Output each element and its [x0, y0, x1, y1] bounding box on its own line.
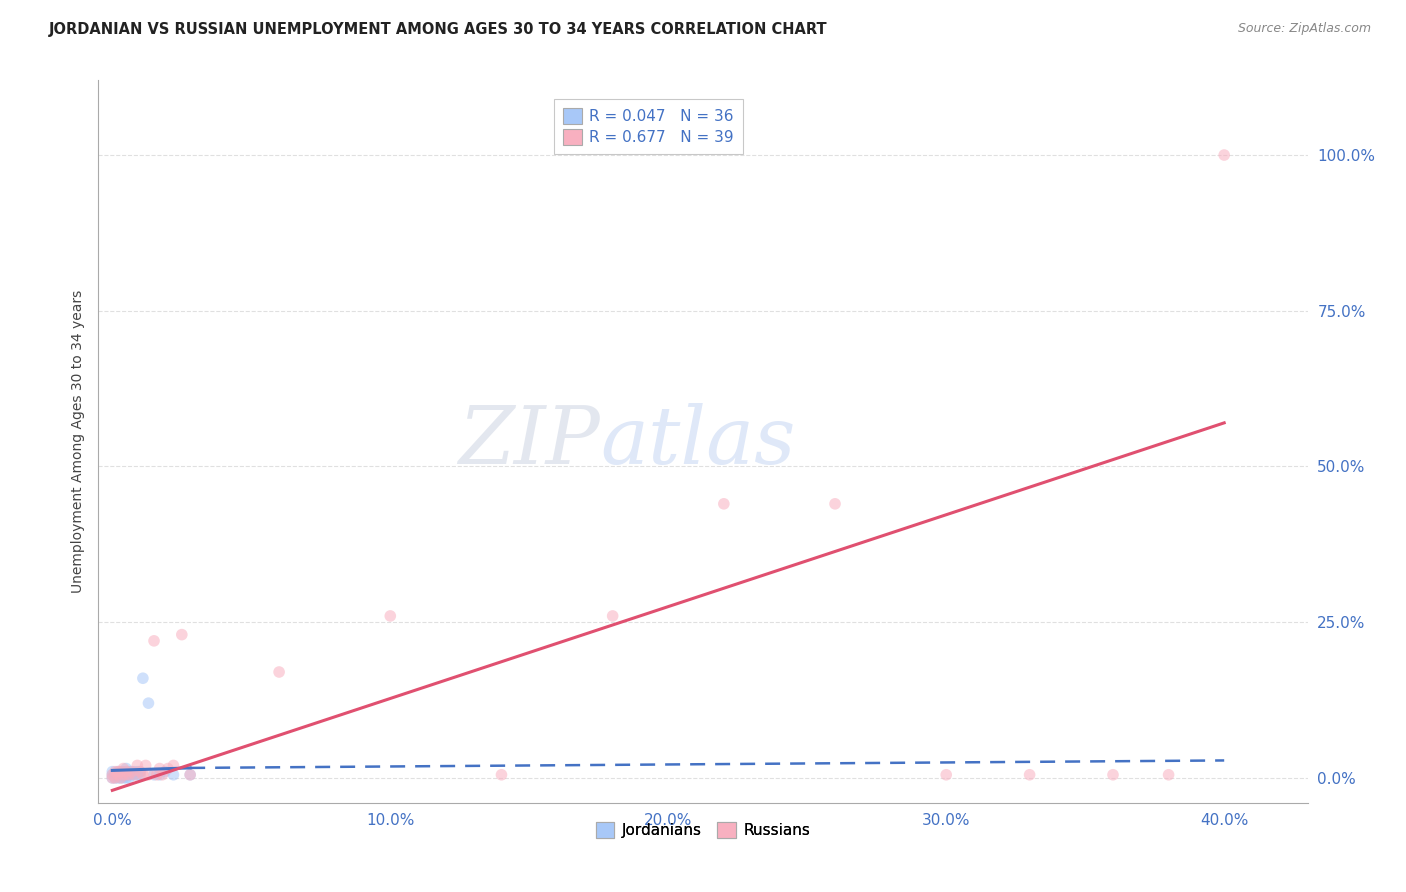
Point [148, 762, 170, 776]
Point [110, 771, 132, 785]
Point [1157, 768, 1180, 782]
Point [115, 764, 138, 779]
Point [110, 771, 132, 785]
Point [824, 497, 846, 511]
Point [129, 764, 152, 779]
Point [138, 768, 160, 782]
Point [101, 764, 124, 779]
Point [118, 764, 141, 779]
Point [132, 671, 155, 685]
Point [162, 768, 184, 782]
Point [713, 497, 735, 511]
Point [101, 768, 124, 782]
Point [170, 627, 193, 641]
Y-axis label: Unemployment Among Ages 30 to 34 years: Unemployment Among Ages 30 to 34 years [70, 290, 84, 593]
Point [127, 768, 149, 782]
Point [179, 768, 201, 782]
Point [491, 768, 513, 782]
Point [104, 771, 127, 785]
Point [112, 768, 135, 782]
Point [1213, 148, 1236, 162]
Text: ZIP: ZIP [458, 403, 600, 480]
Point [101, 771, 124, 785]
Point [129, 768, 152, 782]
Point [104, 768, 127, 782]
Point [124, 768, 146, 782]
Point [146, 768, 169, 782]
Point [104, 764, 127, 779]
Point [107, 764, 129, 779]
Point [118, 768, 141, 782]
Point [110, 768, 132, 782]
Point [269, 665, 291, 679]
Point [112, 764, 135, 779]
Point [162, 758, 184, 772]
Point [179, 768, 201, 782]
Point [104, 771, 127, 785]
Point [153, 764, 176, 779]
Point [150, 768, 173, 782]
Point [143, 768, 166, 782]
Point [135, 758, 157, 772]
Point [112, 768, 135, 782]
Text: JORDANIAN VS RUSSIAN UNEMPLOYMENT AMONG AGES 30 TO 34 YEARS CORRELATION CHART: JORDANIAN VS RUSSIAN UNEMPLOYMENT AMONG … [49, 22, 828, 37]
Point [935, 768, 957, 782]
Text: atlas: atlas [600, 403, 796, 480]
Text: Source: ZipAtlas.com: Source: ZipAtlas.com [1237, 22, 1371, 36]
Point [115, 771, 138, 785]
Point [121, 768, 143, 782]
Point [380, 609, 402, 624]
Point [107, 764, 129, 779]
Point [156, 762, 179, 776]
Point [115, 768, 138, 782]
Point [129, 764, 152, 779]
Point [115, 768, 138, 782]
Point [115, 764, 138, 779]
Point [121, 764, 143, 779]
Point [602, 609, 624, 624]
Point [112, 762, 135, 776]
Point [1102, 768, 1125, 782]
Point [1018, 768, 1040, 782]
Point [115, 762, 138, 776]
Point [112, 771, 135, 785]
Point [148, 768, 170, 782]
Legend: Jordanians, Russians: Jordanians, Russians [588, 814, 818, 846]
Point [101, 768, 124, 782]
Point [121, 764, 143, 779]
Point [110, 764, 132, 779]
Point [107, 771, 129, 785]
Point [118, 768, 141, 782]
Point [110, 764, 132, 779]
Point [118, 771, 141, 785]
Point [143, 633, 166, 648]
Point [138, 696, 160, 710]
Point [107, 768, 129, 782]
Point [101, 771, 124, 785]
Point [127, 758, 149, 772]
Point [127, 764, 149, 779]
Point [132, 768, 155, 782]
Point [124, 764, 146, 779]
Point [107, 768, 129, 782]
Point [124, 768, 146, 782]
